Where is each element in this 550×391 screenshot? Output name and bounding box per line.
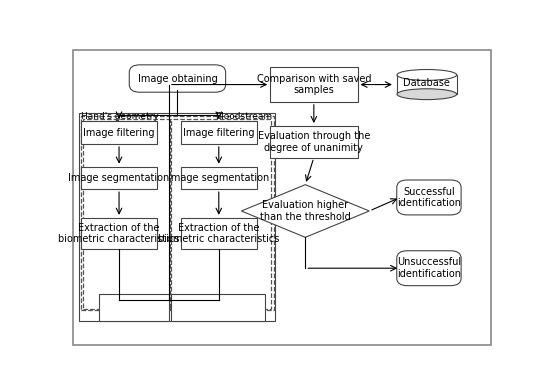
Bar <box>81 122 157 144</box>
Text: Evaluation higher
than the threshold: Evaluation higher than the threshold <box>260 200 351 222</box>
Bar <box>181 122 257 144</box>
Bar <box>171 294 265 321</box>
Bar <box>83 119 171 309</box>
Text: Image obtaining: Image obtaining <box>138 74 217 84</box>
Text: Evaluation through the
degree of unanimity: Evaluation through the degree of unanimi… <box>257 131 370 152</box>
Bar <box>181 167 257 189</box>
Bar <box>397 75 456 94</box>
Bar <box>181 218 257 249</box>
Text: Image filtering: Image filtering <box>183 128 255 138</box>
Text: Hand's geometry: Hand's geometry <box>81 112 158 121</box>
Text: Successful
identification: Successful identification <box>397 187 461 208</box>
Bar <box>270 126 358 158</box>
Bar <box>270 67 358 102</box>
Text: Extraction of the
biometric characteristics: Extraction of the biometric characterist… <box>158 223 279 244</box>
Text: Unsuccessful
identification: Unsuccessful identification <box>397 257 461 279</box>
Polygon shape <box>241 185 369 237</box>
Bar <box>170 119 271 309</box>
Text: Extraction of the
biometric characteristics: Extraction of the biometric characterist… <box>58 223 180 244</box>
Bar <box>81 167 157 189</box>
FancyBboxPatch shape <box>397 180 461 215</box>
Bar <box>81 218 157 249</box>
Text: Database: Database <box>403 78 450 88</box>
Bar <box>98 294 169 321</box>
FancyBboxPatch shape <box>397 251 461 286</box>
Text: Image filtering: Image filtering <box>83 128 155 138</box>
Text: Image segmentation: Image segmentation <box>68 173 169 183</box>
Ellipse shape <box>397 89 456 100</box>
Text: Image segmentation: Image segmentation <box>168 173 270 183</box>
Ellipse shape <box>397 70 456 80</box>
Bar <box>79 113 276 321</box>
Text: Comparison with saved
samples: Comparison with saved samples <box>257 74 371 95</box>
Bar <box>81 116 274 310</box>
FancyBboxPatch shape <box>129 65 226 92</box>
Text: Bloodstream: Bloodstream <box>216 112 272 121</box>
